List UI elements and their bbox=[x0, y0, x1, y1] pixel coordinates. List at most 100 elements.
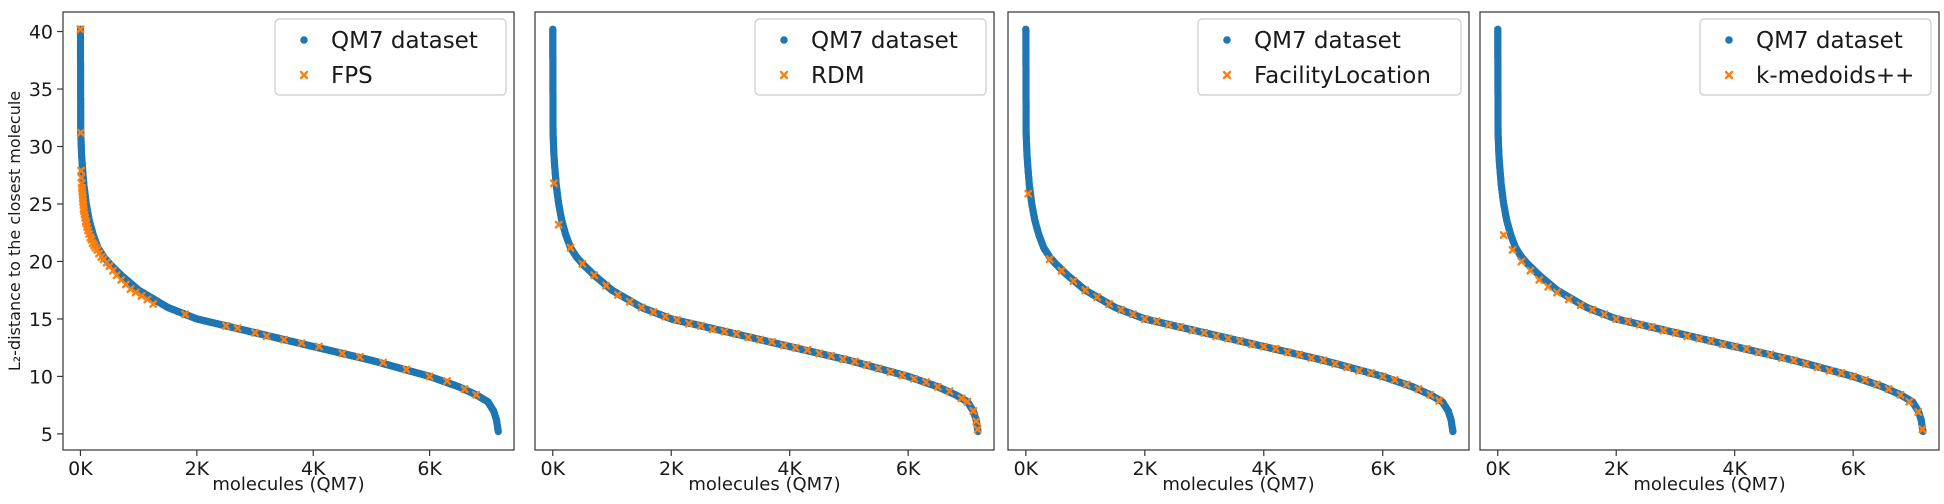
legend-marker-circle bbox=[780, 36, 788, 44]
selected-point bbox=[1212, 332, 1221, 341]
selected-point bbox=[1164, 320, 1173, 329]
selected-point bbox=[1176, 322, 1185, 331]
selected-point bbox=[1414, 385, 1423, 394]
legend: QM7 dataset RDM bbox=[754, 18, 987, 96]
selected-point bbox=[1128, 310, 1137, 319]
selected-point bbox=[838, 355, 847, 364]
selected-point bbox=[549, 179, 558, 188]
selected-point bbox=[251, 328, 260, 337]
selected-point bbox=[803, 345, 812, 354]
selected-point bbox=[649, 308, 658, 317]
legend-label: RDM bbox=[811, 63, 865, 89]
selected-point bbox=[661, 312, 670, 321]
legend: QM7 dataset FPS bbox=[274, 18, 507, 96]
x-tick-label: 6K bbox=[417, 458, 442, 480]
selected-point bbox=[262, 332, 271, 341]
x-tick-label: 4K bbox=[1251, 458, 1276, 480]
y-axis-label: L₂-distance to the closest molecule bbox=[5, 91, 24, 371]
selected-point bbox=[969, 406, 978, 415]
selected-point bbox=[297, 339, 306, 348]
selected-point bbox=[1354, 366, 1363, 375]
legend-marker-x bbox=[1222, 70, 1232, 80]
selected-point bbox=[1140, 314, 1149, 323]
legend-label: QM7 dataset bbox=[811, 28, 958, 54]
selected-point bbox=[767, 337, 776, 346]
legend-label: QM7 dataset bbox=[331, 28, 478, 54]
y-tick-label: 35 bbox=[29, 79, 53, 101]
selected-point bbox=[708, 325, 717, 334]
legend-marker-x bbox=[779, 70, 789, 80]
selected-point bbox=[898, 371, 907, 380]
selected-point bbox=[1390, 375, 1399, 384]
selected-point bbox=[233, 324, 242, 333]
selected-point bbox=[1200, 328, 1209, 337]
x-tick-label: 0K bbox=[540, 458, 565, 480]
selected-point bbox=[554, 220, 563, 229]
y-tick-label: 15 bbox=[29, 309, 53, 331]
selected-point bbox=[77, 166, 86, 175]
plot-frame bbox=[534, 11, 995, 451]
selected-point bbox=[1117, 305, 1126, 314]
legend-label: FPS bbox=[331, 63, 373, 89]
selected-point bbox=[756, 335, 765, 344]
selected-point bbox=[874, 364, 883, 373]
selected-point bbox=[1319, 356, 1328, 365]
selected-point bbox=[625, 297, 634, 306]
selected-point bbox=[181, 310, 190, 319]
selected-point bbox=[696, 321, 705, 330]
legend-label: QM7 dataset bbox=[1254, 28, 1401, 54]
selected-point bbox=[76, 25, 85, 34]
selected-point bbox=[149, 300, 158, 308]
x-tick-label: 0K bbox=[68, 458, 93, 480]
selected-points bbox=[549, 179, 982, 434]
selected-point bbox=[566, 243, 575, 252]
selected-point bbox=[355, 352, 364, 361]
x-axis-label: molecules (QM7) bbox=[688, 474, 840, 495]
selected-point bbox=[131, 288, 140, 297]
selected-point bbox=[744, 333, 753, 342]
x-tick-label: 2K bbox=[659, 458, 684, 480]
y-tick-label: 20 bbox=[29, 251, 53, 273]
x-tick-label: 2K bbox=[1133, 458, 1158, 480]
legend-box bbox=[274, 18, 507, 96]
x-axis-label: molecules (QM7) bbox=[212, 474, 364, 495]
selected-point bbox=[684, 319, 693, 328]
selected-point bbox=[578, 259, 587, 268]
selected-point bbox=[1307, 354, 1316, 363]
selected-point bbox=[425, 372, 434, 381]
selected-point bbox=[221, 321, 230, 330]
selected-point bbox=[945, 387, 954, 396]
selected-point bbox=[315, 342, 324, 351]
selected-point bbox=[379, 358, 388, 367]
selected-point bbox=[76, 128, 85, 137]
x-tick-label: 0K bbox=[1014, 458, 1039, 480]
x-tick-label: 2K bbox=[185, 458, 210, 480]
plot-frame bbox=[62, 11, 515, 451]
selected-point bbox=[77, 173, 86, 182]
selected-point bbox=[602, 281, 611, 290]
selected-point bbox=[1295, 350, 1304, 359]
selected-point bbox=[472, 390, 481, 399]
y-tick-label: 30 bbox=[29, 137, 53, 159]
dataset-point bbox=[1449, 428, 1457, 436]
plot-frame bbox=[1007, 11, 1470, 451]
legend-label: FacilityLocation bbox=[1254, 63, 1431, 89]
selected-points bbox=[1024, 189, 1444, 405]
selected-point bbox=[1271, 344, 1280, 353]
legend-marker-x bbox=[299, 70, 309, 80]
selected-point bbox=[1366, 368, 1375, 377]
legend-box bbox=[1197, 18, 1462, 96]
selected-point bbox=[1105, 300, 1114, 308]
selected-point bbox=[933, 382, 942, 391]
legend: QM7 dataset FacilityLocation bbox=[1197, 18, 1462, 96]
legend-box bbox=[754, 18, 987, 96]
legend-marker-circle bbox=[1223, 36, 1231, 44]
selected-point bbox=[1024, 189, 1033, 198]
y-tick-label: 40 bbox=[29, 22, 53, 44]
selected-point bbox=[1435, 396, 1444, 405]
selected-point bbox=[963, 397, 972, 406]
